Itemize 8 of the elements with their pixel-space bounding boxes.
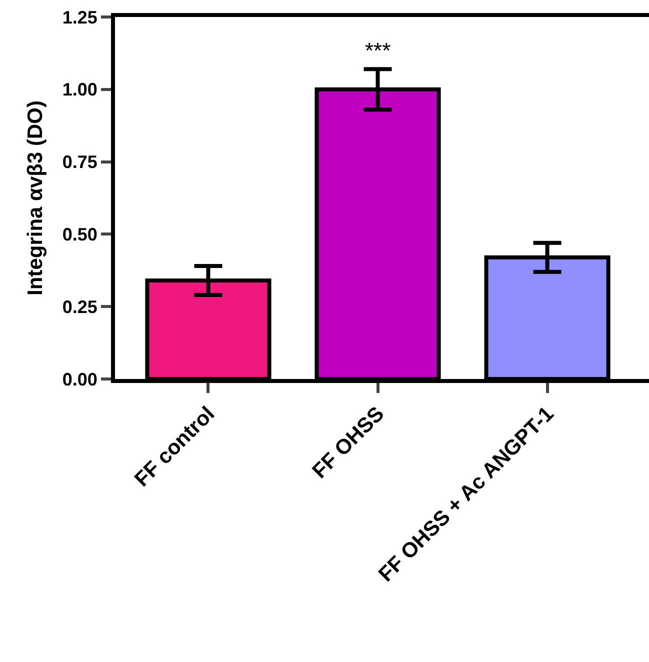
y-tick-label: 1.00 [62,80,98,100]
y-tick-label: 0.00 [62,369,98,390]
y-axis-title: Integrina αvβ3 (DO) [24,100,48,296]
y-tick-label: 0.25 [62,296,98,317]
y-tick-label: 0.75 [62,152,98,172]
annotation: *** [365,38,392,63]
y-tick-label: 0.50 [62,224,98,244]
y-tick-label: 1.25 [62,7,98,28]
